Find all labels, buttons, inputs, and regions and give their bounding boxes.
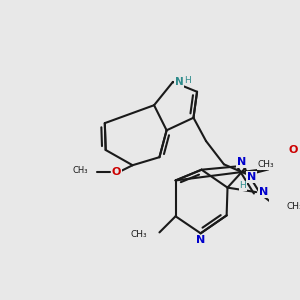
Text: N: N xyxy=(196,236,205,245)
Text: H: H xyxy=(239,181,246,190)
Text: N: N xyxy=(237,157,247,166)
Text: CH₃: CH₃ xyxy=(130,230,147,239)
Text: CH₃: CH₃ xyxy=(258,160,274,169)
Text: CH₃: CH₃ xyxy=(72,166,88,175)
Text: H: H xyxy=(184,76,190,85)
Text: CH₃: CH₃ xyxy=(286,202,300,211)
Text: O: O xyxy=(288,145,298,155)
Text: N: N xyxy=(247,172,256,182)
Text: O: O xyxy=(112,167,121,177)
Text: N: N xyxy=(175,77,184,87)
Text: N: N xyxy=(259,187,268,197)
